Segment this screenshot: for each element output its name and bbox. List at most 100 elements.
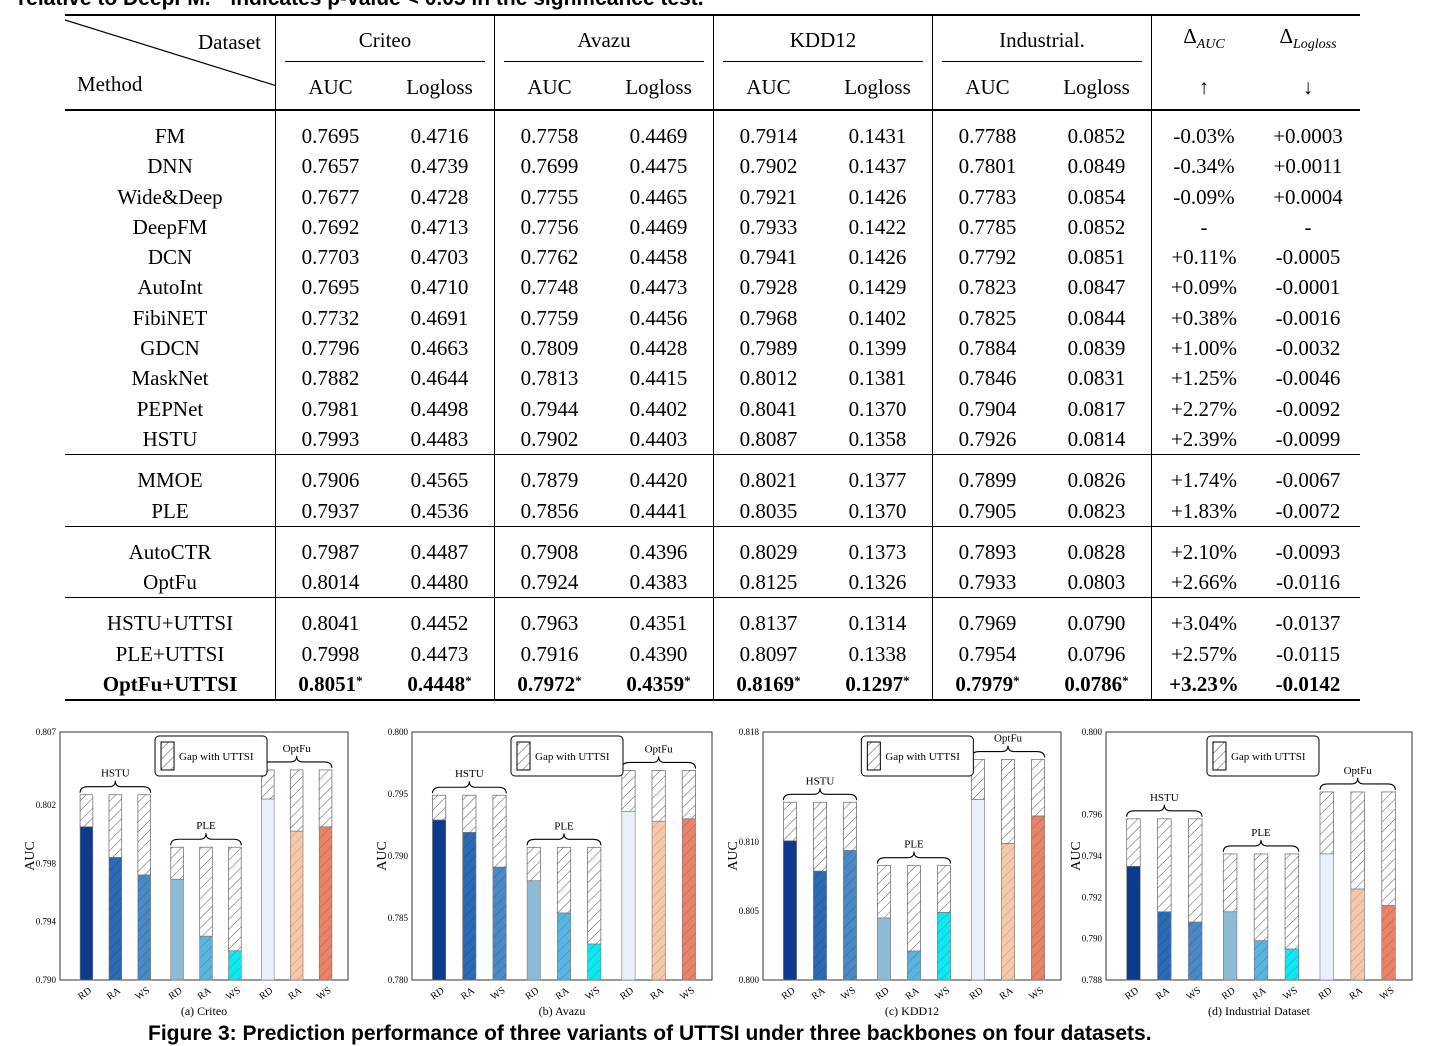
cell-delta-logloss: -0.0093 — [1275, 539, 1341, 564]
cell-industrial-logloss: 0.0854 — [1067, 184, 1126, 209]
legend-box — [510, 735, 624, 777]
cell-method: HSTU — [142, 426, 198, 451]
significance-star: * — [903, 673, 910, 689]
cell-delta-auc: +0.11% — [1151, 242, 1256, 273]
y-tick-label: 0.790 — [1082, 934, 1103, 944]
x-tick-label: RD — [1316, 985, 1334, 1002]
cell-delta-logloss: -0.0142 — [1275, 672, 1341, 697]
cell-avazu-auc: 0.7699 — [494, 151, 604, 182]
cell-delta-logloss: -0.0115 — [1276, 641, 1340, 666]
gap-hatch — [261, 769, 275, 800]
x-tick-label: WS — [315, 985, 334, 1003]
cell-avazu-logloss: 0.4415 — [629, 366, 688, 391]
dataset-header-avazu: Avazu — [494, 15, 714, 65]
corner-dataset-label: Dataset — [198, 30, 261, 54]
cell-avazu-auc: 0.7813 — [494, 363, 604, 394]
cell-industrial-logloss: 0.0847 — [1067, 275, 1126, 300]
x-tick-label: RD — [257, 985, 275, 1002]
gap-hatch — [843, 802, 857, 851]
group-label: OptFu — [283, 743, 312, 755]
group-label: PLE — [1251, 827, 1271, 839]
cell-delta-logloss: -0.0067 — [1275, 468, 1341, 493]
gap-hatch — [1319, 791, 1334, 854]
cell-kdd12-auc: 0.7902 — [713, 151, 823, 182]
cell-criteo-logloss: 0.4728 — [410, 184, 469, 209]
header-diagonal-line — [65, 19, 275, 87]
col-auc: AUC — [713, 65, 823, 110]
cell-kdd12-logloss: 0.1422 — [848, 214, 907, 239]
cell-delta-logloss: -0.0005 — [1275, 245, 1341, 270]
x-tick-label: RA — [904, 985, 922, 1002]
x-tick-label: RD — [76, 985, 94, 1002]
x-tick-label: RA — [459, 985, 477, 1002]
cell-industrial-auc: 0.7792 — [932, 242, 1042, 273]
bar-hatch — [1188, 922, 1203, 980]
col-auc: AUC — [494, 65, 604, 110]
x-tick-label: WS — [933, 985, 952, 1003]
group-label: PLE — [554, 820, 574, 832]
gap-hatch — [621, 770, 636, 812]
cell-criteo-logloss: 0.4663 — [410, 336, 469, 361]
cell-avazu-logloss: 0.4475 — [629, 154, 688, 179]
table-row: PEPNet 0.7981 0.4498 0.7944 0.4402 0.8041 0.13… — [65, 393, 1360, 424]
cell-method: MaskNet — [131, 366, 209, 391]
legend-box — [1206, 735, 1320, 777]
cell-industrial-logloss: 0.0786* — [1064, 672, 1129, 697]
cell-kdd12-auc: 0.7933 — [713, 211, 823, 243]
x-tick-label: WS — [678, 985, 697, 1003]
group-bracket — [526, 833, 602, 846]
bar-hatch — [1157, 911, 1172, 980]
cell-delta-auc: - — [1151, 211, 1256, 243]
bar-chart-criteo: AUC 0.790 0.794 0.798 0.802 0.807 RD RA WS RD RA WS… — [23, 727, 349, 1018]
x-tick-label: WS — [133, 985, 152, 1003]
cell-industrial-logloss: 0.0790 — [1067, 611, 1126, 636]
gap-hatch — [108, 794, 122, 858]
cell-kdd12-logloss: 0.1399 — [848, 336, 907, 361]
delta-logloss-header: ΔLogloss — [1279, 24, 1337, 52]
y-tick-label: 0.780 — [388, 975, 409, 985]
y-tick-label: 0.818 — [739, 727, 760, 737]
cell-avazu-logloss: 0.4383 — [629, 570, 688, 595]
table-row: MaskNet 0.7882 0.4644 0.7813 0.4415 0.8012 0.1… — [65, 363, 1360, 394]
table-row: PLE+UTTSI 0.7998 0.4473 0.7916 0.4390 0.8097 0… — [65, 638, 1360, 670]
results-table: Dataset Method Criteo Avazu KDD12 Indust… — [65, 14, 1360, 701]
gap-hatch — [228, 847, 242, 951]
cell-industrial-auc: 0.7785 — [932, 211, 1042, 243]
bar-hatch — [1254, 940, 1268, 980]
gap-hatch — [557, 847, 571, 914]
cell-method: OptFu+UTTSI — [102, 672, 238, 697]
cell-kdd12-logloss: 0.1381 — [848, 366, 907, 391]
cell-industrial-auc: 0.7893 — [932, 526, 1042, 568]
header-corner-cell: Dataset Method — [65, 15, 276, 110]
x-tick-label: RD — [618, 985, 636, 1002]
cell-criteo-auc: 0.7677 — [275, 181, 385, 212]
cell-industrial-auc: 0.7979* — [932, 669, 1042, 701]
cell-kdd12-auc: 0.7968 — [713, 302, 823, 334]
gap-hatch — [527, 847, 541, 881]
cell-kdd12-auc: 0.8087 — [713, 423, 823, 455]
cell-criteo-logloss: 0.4452 — [410, 611, 469, 636]
cell-avazu-auc: 0.7879 — [494, 454, 604, 496]
cell-delta-auc: +0.38% — [1151, 302, 1256, 334]
bar-hatch — [1285, 949, 1299, 980]
cell-industrial-logloss: 0.0839 — [1067, 336, 1126, 361]
cell-criteo-auc: 0.7695 — [275, 110, 385, 152]
value-bar — [526, 880, 541, 981]
x-tick-label: RA — [1154, 985, 1172, 1002]
cell-industrial-auc: 0.7905 — [932, 495, 1042, 527]
legend-box — [860, 735, 974, 777]
cell-kdd12-logloss: 0.1426 — [848, 245, 907, 270]
x-tick-label: WS — [1378, 985, 1397, 1003]
col-auc: AUC — [932, 65, 1042, 110]
cell-delta-auc: +1.74% — [1151, 454, 1256, 496]
value-bar — [621, 811, 636, 981]
cell-industrial-auc: 0.7933 — [932, 567, 1042, 598]
gap-hatch — [1188, 818, 1203, 923]
cell-industrial-logloss: 0.0852 — [1067, 124, 1126, 148]
cell-industrial-auc: 0.7969 — [932, 597, 1042, 639]
cell-industrial-logloss: 0.0828 — [1067, 539, 1126, 564]
cell-avazu-logloss: 0.4402 — [629, 396, 688, 421]
bar-hatch — [137, 874, 151, 980]
cell-kdd12-logloss: 0.1429 — [848, 275, 907, 300]
cell-criteo-auc: 0.8014 — [275, 567, 385, 598]
